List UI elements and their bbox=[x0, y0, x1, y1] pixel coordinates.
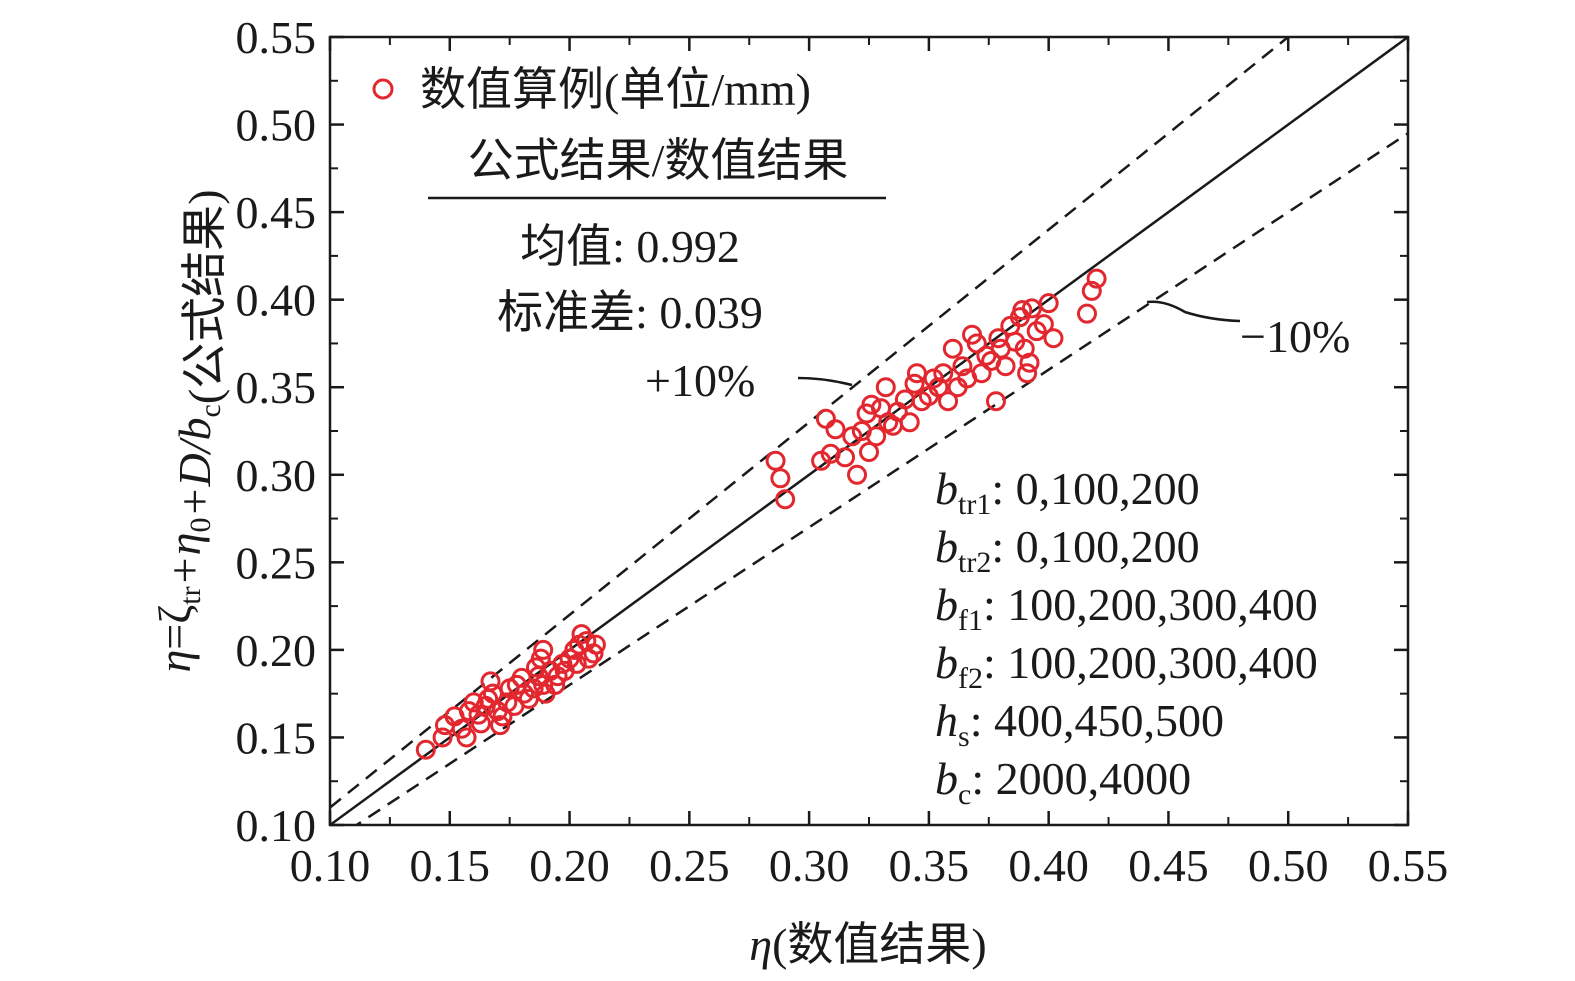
y-tick-label: 0.50 bbox=[236, 100, 317, 151]
parameter-line: bc: 2000,4000 bbox=[935, 753, 1191, 811]
data-point bbox=[835, 447, 856, 468]
data-point bbox=[942, 338, 963, 359]
y-title-part: +η bbox=[159, 532, 210, 586]
y-title-part: +D/b bbox=[169, 417, 220, 517]
parameter-line: btr2: 0,100,200 bbox=[935, 521, 1200, 579]
x-tick-label: 0.20 bbox=[529, 840, 610, 891]
y-tick-label: 0.40 bbox=[236, 275, 317, 326]
data-point bbox=[1017, 363, 1038, 384]
data-point bbox=[938, 391, 959, 412]
data-point bbox=[1081, 280, 1102, 301]
y-tick-label: 0.35 bbox=[236, 362, 317, 413]
legend-marker bbox=[372, 78, 394, 100]
data-point bbox=[825, 419, 846, 440]
y-tick-label: 0.55 bbox=[236, 12, 317, 63]
data-point bbox=[1086, 268, 1107, 289]
data-point bbox=[415, 739, 436, 760]
data-point bbox=[933, 363, 954, 384]
data-point bbox=[775, 489, 796, 510]
data-point bbox=[530, 648, 551, 669]
data-point bbox=[815, 408, 836, 429]
data-point bbox=[1019, 352, 1040, 373]
plus10-leader bbox=[797, 376, 853, 387]
data-point bbox=[971, 363, 992, 384]
y-title-part: tr bbox=[174, 586, 207, 604]
minus10-label: −10% bbox=[1240, 311, 1350, 362]
data-point bbox=[765, 450, 786, 471]
data-point bbox=[432, 727, 453, 748]
y-title-part: c bbox=[194, 404, 227, 417]
reference-line bbox=[330, 37, 1291, 809]
data-point bbox=[1043, 328, 1064, 349]
data-point bbox=[842, 426, 863, 447]
data-point bbox=[456, 727, 477, 748]
y-tick-label: 0.30 bbox=[236, 450, 317, 501]
parameter-line: btr1: 0,100,200 bbox=[935, 463, 1200, 521]
data-point bbox=[1038, 293, 1059, 314]
data-point bbox=[514, 683, 535, 704]
data-point bbox=[583, 643, 604, 664]
stats-mean: 均值: 0.992 bbox=[520, 221, 740, 272]
data-point bbox=[995, 356, 1016, 377]
y-tick-label: 0.15 bbox=[236, 712, 317, 763]
plus10-label: +10% bbox=[645, 355, 755, 406]
legend-label: 数值算例(单位/mm) bbox=[420, 64, 811, 115]
data-point bbox=[1076, 303, 1097, 324]
data-point bbox=[523, 678, 544, 699]
data-point bbox=[859, 442, 879, 463]
x-tick-label: 0.45 bbox=[1128, 840, 1209, 891]
data-point bbox=[585, 634, 606, 655]
data-point bbox=[480, 671, 501, 692]
data-point bbox=[566, 653, 587, 674]
parameter-line: hs: 400,450,500 bbox=[935, 695, 1224, 753]
data-point bbox=[985, 391, 1006, 412]
data-point bbox=[470, 713, 491, 734]
y-axis-title: η=ζtr+η0+D/bc(公式结果) bbox=[149, 189, 230, 672]
y-title-part: η bbox=[149, 650, 200, 673]
data-point bbox=[847, 464, 868, 485]
legend: 数值算例(单位/mm) bbox=[372, 64, 811, 115]
y-tick-label: 0.25 bbox=[236, 537, 317, 588]
x-tick-label: 0.15 bbox=[410, 840, 491, 891]
data-point bbox=[904, 373, 925, 394]
data-point bbox=[875, 377, 896, 398]
y-title-part: =ζ bbox=[149, 605, 200, 650]
data-point bbox=[463, 692, 484, 713]
data-point bbox=[1033, 314, 1054, 335]
x-tick-label: 0.55 bbox=[1368, 840, 1449, 891]
parameter-line: bf1: 100,200,300,400 bbox=[935, 579, 1318, 637]
y-title-part: 0 bbox=[184, 517, 217, 532]
data-point bbox=[770, 468, 791, 489]
data-point bbox=[490, 715, 511, 736]
x-tick-label: 0.25 bbox=[649, 840, 730, 891]
y-title-part: (公式结果) bbox=[179, 189, 230, 404]
stats-annotation: 公式结果/数值结果 均值: 0.992 标准差: 0.039 bbox=[428, 135, 886, 338]
x-tick-label: 0.40 bbox=[1008, 840, 1089, 891]
y-tick-label: 0.20 bbox=[236, 625, 317, 676]
x-axis-title: η(数值结果) bbox=[749, 919, 986, 970]
data-point bbox=[866, 426, 887, 447]
stats-heading: 公式结果/数值结果 bbox=[468, 135, 849, 186]
data-point bbox=[533, 639, 554, 660]
data-point bbox=[906, 363, 927, 384]
data-point bbox=[861, 394, 882, 415]
x-tick-label: 0.30 bbox=[769, 840, 850, 891]
parameter-line: bf2: 100,200,300,400 bbox=[935, 637, 1318, 695]
stats-std: 标准差: 0.039 bbox=[497, 287, 763, 338]
data-point bbox=[545, 674, 566, 695]
minus10-leader bbox=[1146, 300, 1241, 323]
y-tick-label: 0.10 bbox=[236, 800, 317, 851]
data-point bbox=[899, 412, 920, 433]
y-tick-label: 0.45 bbox=[236, 187, 317, 238]
data-point bbox=[966, 333, 987, 354]
data-point bbox=[1012, 300, 1033, 321]
x-tick-label: 0.10 bbox=[290, 840, 371, 891]
x-tick-label: 0.50 bbox=[1248, 840, 1329, 891]
data-point bbox=[952, 356, 973, 377]
data-point bbox=[820, 443, 841, 464]
x-tick-label: 0.35 bbox=[889, 840, 970, 891]
reference-line bbox=[354, 132, 1408, 825]
